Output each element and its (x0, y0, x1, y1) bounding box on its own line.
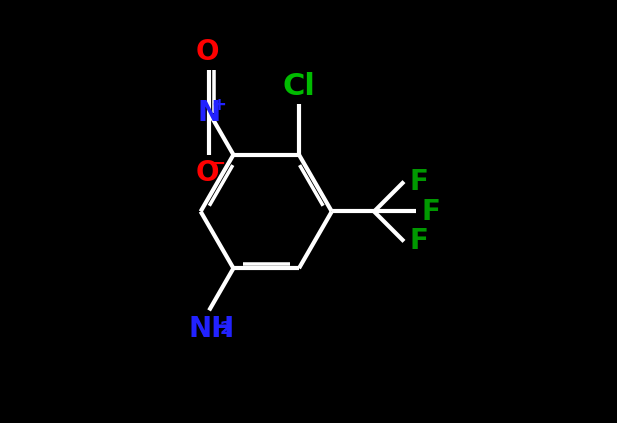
Text: F: F (409, 168, 428, 195)
Text: 2: 2 (220, 320, 232, 338)
Text: F: F (421, 198, 441, 225)
Text: −: − (210, 155, 225, 173)
Text: +: + (211, 96, 226, 114)
Text: NH: NH (188, 315, 234, 343)
Text: Cl: Cl (283, 71, 315, 101)
Text: O: O (195, 38, 219, 66)
Text: F: F (409, 228, 428, 255)
Text: O: O (195, 159, 219, 187)
Text: N: N (197, 99, 221, 126)
